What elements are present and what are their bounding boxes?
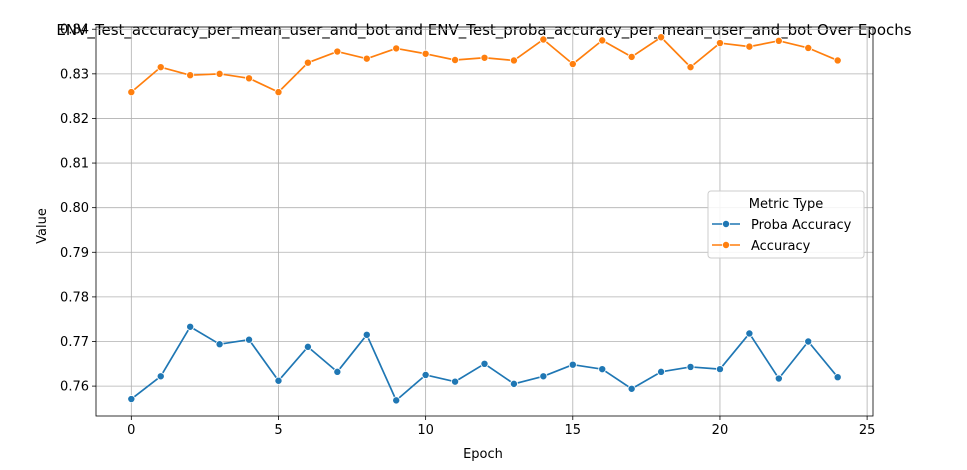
data-point xyxy=(421,370,430,379)
data-point xyxy=(392,396,401,405)
y-axis-label: Value xyxy=(35,208,50,244)
y-tick-label: 0.84 xyxy=(60,23,89,38)
data-point xyxy=(215,340,224,349)
data-point xyxy=(127,88,136,97)
y-tick-label: 0.76 xyxy=(60,380,89,395)
data-point xyxy=(156,63,165,72)
data-point xyxy=(745,42,754,51)
data-point xyxy=(362,330,371,339)
data-point xyxy=(186,71,195,80)
x-tick-label: 15 xyxy=(565,423,582,438)
legend-label: Accuracy xyxy=(751,239,811,254)
data-point xyxy=(186,322,195,331)
data-point xyxy=(627,52,636,61)
data-point xyxy=(392,44,401,53)
data-point xyxy=(598,36,607,45)
data-point xyxy=(274,376,283,385)
data-point xyxy=(686,63,695,72)
x-tick-label: 10 xyxy=(417,423,434,438)
data-point xyxy=(598,365,607,374)
legend: Metric Type Proba Accuracy Accuracy xyxy=(707,190,865,259)
y-tick-label: 0.82 xyxy=(60,112,89,127)
y-tick-label: 0.80 xyxy=(60,201,89,216)
y-axis: 0.76 0.77 0.78 0.79 0.80 0.81 0.82 0.83 0.84 xyxy=(60,23,96,395)
series-layer xyxy=(127,33,842,405)
data-point xyxy=(833,373,842,382)
x-tick-label: 20 xyxy=(712,423,729,438)
data-point xyxy=(303,342,312,351)
legend-label: Proba Accuracy xyxy=(751,218,852,233)
data-point xyxy=(657,33,666,42)
data-point xyxy=(627,384,636,393)
series-proba-accuracy xyxy=(127,322,842,405)
series-accuracy xyxy=(127,33,842,97)
data-point xyxy=(774,374,783,383)
data-point xyxy=(686,362,695,371)
data-point xyxy=(568,360,577,369)
legend-item-proba-accuracy: Proba Accuracy xyxy=(712,218,852,233)
data-point xyxy=(245,74,254,83)
data-point xyxy=(657,367,666,376)
data-point xyxy=(715,365,724,374)
data-point xyxy=(804,43,813,52)
y-tick-label: 0.81 xyxy=(60,157,89,172)
legend-marker xyxy=(722,240,731,249)
data-point xyxy=(745,329,754,338)
data-point xyxy=(804,337,813,346)
plot-frame xyxy=(95,26,874,417)
x-tick-label: 0 xyxy=(127,423,135,438)
data-point xyxy=(774,36,783,45)
data-point xyxy=(509,56,518,65)
legend-title: Metric Type xyxy=(749,197,823,212)
y-tick-label: 0.77 xyxy=(60,335,89,350)
data-point xyxy=(156,372,165,381)
data-point xyxy=(274,88,283,97)
x-axis-label: Epoch xyxy=(463,447,503,462)
legend-marker xyxy=(722,219,731,228)
y-tick-label: 0.78 xyxy=(60,290,89,305)
legend-box xyxy=(707,190,865,259)
data-point xyxy=(303,58,312,67)
data-point xyxy=(333,47,342,56)
data-point xyxy=(451,56,460,65)
y-tick-label: 0.83 xyxy=(60,67,89,82)
x-axis: 0 5 10 15 20 25 xyxy=(127,416,875,438)
data-point xyxy=(480,359,489,368)
data-point xyxy=(539,35,548,44)
data-point xyxy=(215,69,224,78)
data-point xyxy=(451,377,460,386)
data-point xyxy=(715,39,724,48)
data-point xyxy=(568,60,577,69)
data-point xyxy=(362,54,371,63)
data-point xyxy=(539,372,548,381)
x-tick-label: 5 xyxy=(274,423,282,438)
data-point xyxy=(421,49,430,58)
data-point xyxy=(333,367,342,376)
chart-title: ENV_Test_accuracy_per_mean_user_and_bot … xyxy=(56,21,911,40)
y-tick-label: 0.79 xyxy=(60,246,89,261)
series-line xyxy=(130,36,839,93)
data-point xyxy=(127,395,136,404)
legend-item-accuracy: Accuracy xyxy=(712,239,811,254)
x-tick-label: 25 xyxy=(859,423,876,438)
data-point xyxy=(509,379,518,388)
data-point xyxy=(833,56,842,65)
data-point xyxy=(245,335,254,344)
data-point xyxy=(480,53,489,62)
